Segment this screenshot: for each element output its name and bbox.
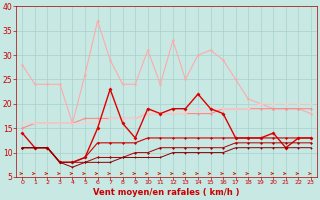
X-axis label: Vent moyen/en rafales ( km/h ): Vent moyen/en rafales ( km/h ) bbox=[93, 188, 240, 197]
